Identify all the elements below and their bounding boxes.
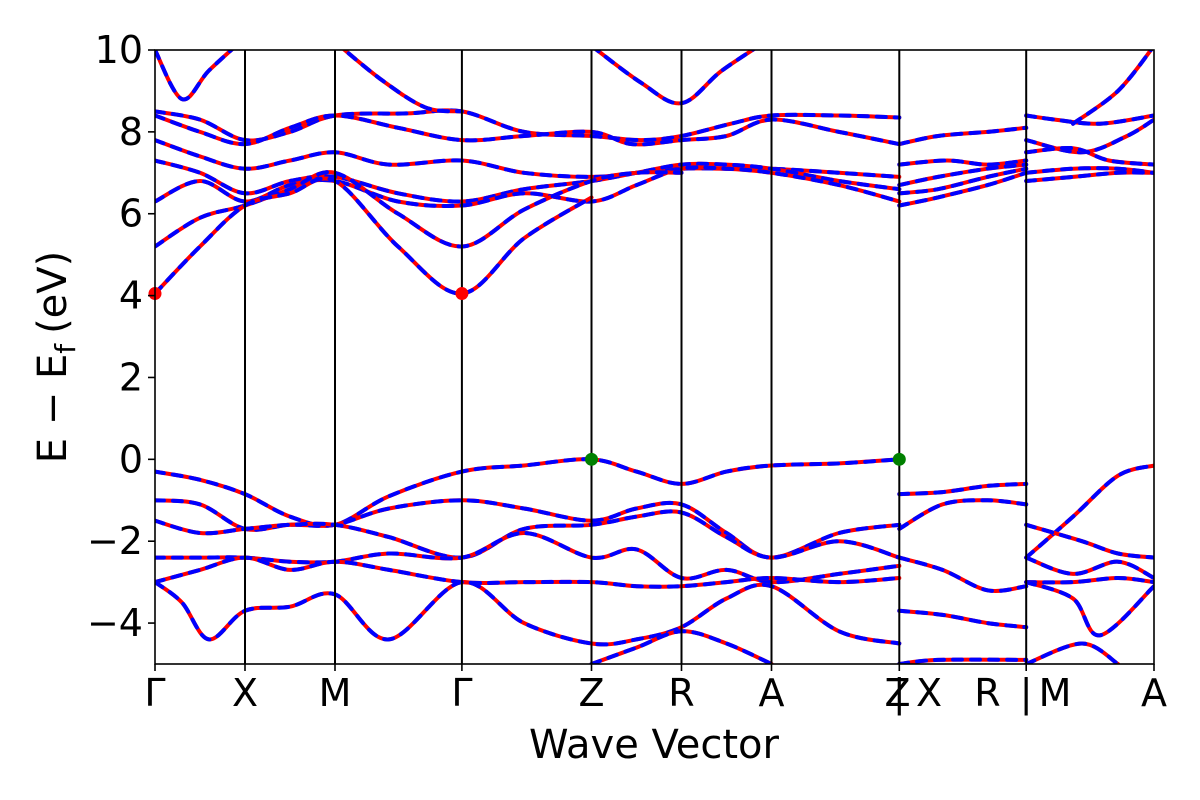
k-path-divider-lines [244, 50, 1028, 664]
cbm-marker-1 [455, 287, 469, 301]
band-8-segment-2-spin-down [1024, 463, 1154, 560]
band-8-segment-0-spin-up [155, 457, 902, 528]
band-7-segment-1-spin-up [341, 50, 464, 114]
band-9-segment-2-spin-down [1024, 522, 1154, 560]
band-9-segment-1-spin-down [897, 498, 1029, 531]
y-tick-label-1: −2 [87, 519, 143, 563]
band-12-segment-1-spin-up [1024, 580, 1154, 638]
y-axis-title: E − Ef (eV) [30, 251, 82, 464]
band-lines [155, 50, 1154, 664]
x-tick-label-6: A [759, 671, 785, 715]
x-tick-label-8: | [893, 671, 906, 716]
band-12-segment-0-spin-down [155, 555, 902, 589]
x-axis-title: Wave Vector [529, 722, 780, 768]
y-tick-label-4: 4 [119, 274, 143, 318]
x-tick-label-4: Z [578, 671, 604, 715]
band-6-segment-0-spin-down [155, 176, 594, 296]
x-tick-label-1: X [232, 671, 258, 715]
band-11-segment-2-spin-down [1024, 576, 1154, 585]
band-8-segment-0-spin-down [155, 457, 902, 528]
band-11-segment-1-spin-down [897, 608, 1029, 630]
y-axis: −4 −2 0 2 4 6 8 10 [87, 28, 155, 645]
x-tick-label-11: | [1020, 671, 1033, 716]
x-tick-label-10: R [974, 671, 1000, 715]
band-3-segment-0-spin-down [155, 158, 902, 204]
band-10-segment-1-spin-down [897, 555, 1029, 593]
band-4-segment-1-spin-down [897, 170, 1029, 208]
band-0-segment-1-spin-down [897, 125, 1029, 147]
band-1-segment-1-spin-down [897, 158, 1029, 167]
band-3-segment-1-spin-down [897, 166, 1029, 196]
band-7-segment-0-spin-down [155, 50, 235, 102]
plot-frame [154, 49, 1155, 665]
band-14-segment-2-spin-down [1024, 641, 1120, 664]
band-5-segment-0-spin-down [155, 170, 684, 249]
band-12-segment-1-spin-down [1024, 580, 1154, 638]
band-4-segment-2-spin-down [1024, 170, 1154, 183]
x-tick-label-7: Z [884, 671, 910, 715]
x-axis: Γ X M Γ Z R A Z| X R | M A [144, 664, 1167, 716]
y-axis-title-subscript: f [49, 343, 82, 354]
band-7-segment-3-spin-down [1071, 50, 1154, 126]
band-13-segment-0-spin-up [155, 580, 902, 647]
band-8-segment-1-spin-down [897, 481, 1029, 497]
band-2-segment-2-spin-down [1024, 145, 1154, 167]
x-tick-label-2: M [319, 671, 352, 715]
band-11-segment-0-spin-down [155, 531, 902, 585]
x-tick-label-5: R [668, 671, 694, 715]
y-axis-title-unit: (eV) [30, 251, 76, 334]
y-tick-label-5: 6 [119, 192, 143, 236]
y-tick-label-0: −4 [87, 601, 143, 645]
x-tick-label-12: M [1039, 671, 1072, 715]
y-axis-title-main: E − E [30, 354, 76, 464]
band-13-segment-0-spin-down [155, 580, 902, 647]
band-7-segment-1-spin-down [341, 50, 464, 114]
y-tick-label-6: 8 [119, 110, 143, 154]
band-edge-markers [148, 287, 906, 466]
band-1-segment-0-spin-down [155, 113, 902, 147]
band-0-segment-2-spin-down [1024, 113, 1154, 126]
y-tick-label-2: 0 [119, 437, 143, 481]
band-10-segment-2-spin-down [1024, 555, 1154, 580]
x-tick-label-0: Γ [144, 671, 165, 715]
vbm-marker-0 [585, 452, 598, 466]
x-tick-label-13: A [1141, 671, 1167, 715]
vbm-marker-1 [892, 452, 906, 466]
y-tick-label-3: 2 [119, 355, 143, 399]
band-14-segment-1-spin-down [897, 657, 1029, 664]
x-tick-label-3: Γ [451, 671, 472, 715]
band-2-segment-1-spin-down [897, 162, 1029, 188]
band-7-segment-0-spin-up [155, 50, 235, 102]
band-7-segment-3-spin-up [1071, 50, 1154, 126]
band-14-segment-2-spin-up [1024, 641, 1120, 664]
y-tick-label-7: 10 [95, 28, 143, 72]
x-tick-label-9: X [916, 671, 942, 715]
band-10-segment-0-spin-down [155, 509, 902, 560]
